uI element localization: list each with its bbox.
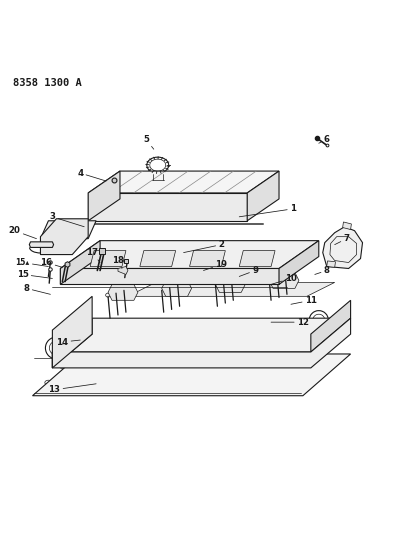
Polygon shape — [190, 251, 225, 266]
Polygon shape — [327, 261, 336, 267]
Polygon shape — [215, 277, 245, 292]
Polygon shape — [60, 241, 100, 285]
Polygon shape — [279, 241, 319, 285]
Text: 15▴: 15▴ — [16, 258, 48, 267]
Text: 7: 7 — [335, 234, 350, 245]
Polygon shape — [88, 171, 279, 193]
Polygon shape — [239, 251, 275, 266]
Polygon shape — [311, 300, 351, 352]
Text: 5: 5 — [143, 135, 154, 149]
Polygon shape — [52, 318, 92, 368]
Text: 13: 13 — [48, 384, 96, 394]
Text: 16: 16 — [40, 258, 62, 267]
Polygon shape — [269, 272, 299, 288]
Polygon shape — [40, 221, 96, 239]
Polygon shape — [247, 171, 279, 221]
Polygon shape — [60, 269, 279, 285]
Text: 2: 2 — [184, 240, 224, 253]
Text: 6: 6 — [319, 135, 330, 144]
Text: 3: 3 — [49, 212, 84, 227]
Text: 18: 18 — [112, 256, 124, 269]
Polygon shape — [90, 251, 126, 266]
Polygon shape — [128, 282, 335, 296]
Polygon shape — [323, 227, 363, 269]
Text: 15: 15 — [17, 270, 52, 279]
Polygon shape — [60, 241, 319, 269]
Polygon shape — [52, 318, 351, 368]
Text: 19: 19 — [203, 260, 227, 270]
Text: 8: 8 — [24, 284, 50, 294]
Polygon shape — [343, 222, 352, 230]
Polygon shape — [88, 171, 120, 221]
Polygon shape — [88, 193, 247, 221]
Polygon shape — [162, 280, 192, 296]
Text: 17: 17 — [86, 248, 100, 263]
Polygon shape — [52, 296, 92, 368]
Text: 8358 1300 A: 8358 1300 A — [13, 78, 81, 87]
Polygon shape — [52, 318, 351, 352]
Polygon shape — [32, 354, 351, 395]
Text: 1: 1 — [239, 204, 296, 217]
Text: 9: 9 — [239, 266, 258, 277]
Polygon shape — [108, 285, 138, 300]
Polygon shape — [40, 219, 88, 255]
Text: 20: 20 — [9, 226, 36, 239]
Text: 10: 10 — [271, 274, 297, 285]
Text: 4: 4 — [77, 168, 106, 181]
Polygon shape — [118, 266, 128, 274]
Text: 12: 12 — [271, 318, 309, 327]
Text: 11: 11 — [291, 296, 317, 305]
Polygon shape — [29, 242, 53, 247]
Text: 14: 14 — [56, 337, 80, 346]
Text: 8: 8 — [315, 266, 330, 275]
Polygon shape — [140, 251, 176, 266]
